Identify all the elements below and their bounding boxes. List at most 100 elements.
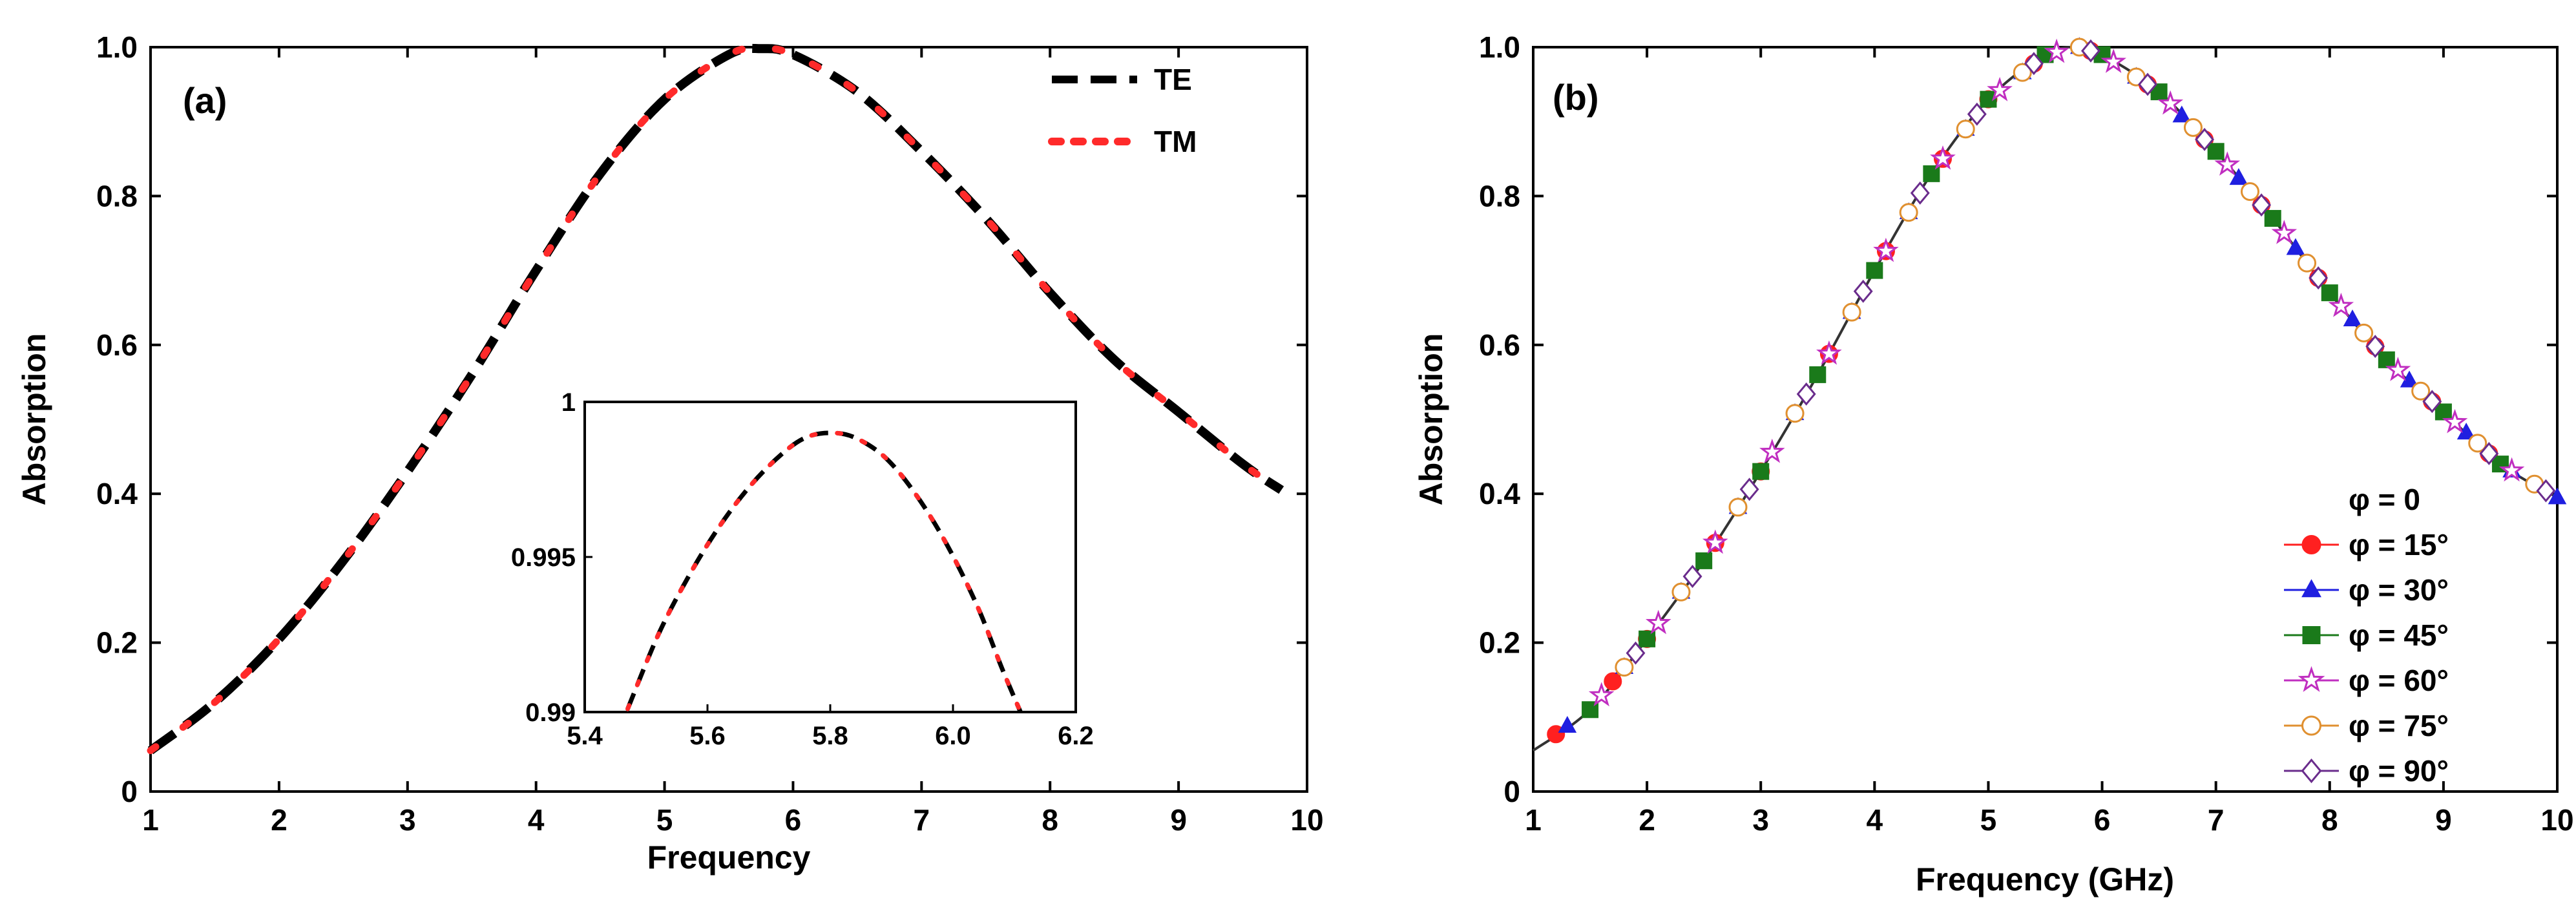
panel-b-marker-series-3 — [2264, 209, 2281, 227]
panel-b-marker-series-4 — [1588, 682, 1615, 707]
panel-b-x-tick-label: 7 — [2208, 803, 2225, 837]
panel-b-marker-series-2 — [2343, 310, 2362, 327]
panel-b-marker-series-5 — [2298, 253, 2317, 273]
panel-b-marker-series-2 — [2286, 238, 2305, 255]
inset-plot-frame — [583, 401, 1077, 713]
panel-b-y-tick-label: 0.4 — [1479, 477, 1520, 510]
panel-b-marker-series-4 — [2498, 457, 2525, 482]
panel-b-marker-series-6 — [1626, 641, 1646, 665]
panel-a-x-tick-label: 8 — [1042, 803, 1058, 837]
panel-b-marker-series-5 — [1785, 404, 1805, 423]
panel-a-x-tick-label: 4 — [528, 803, 545, 837]
panel-a: 1 2 3 4 5 6 7 8 9 10 0 0.2 0.4 0.6 0.8 1.0 (a) Frequenc… — [16, 30, 1324, 876]
panel-a-label: (a) — [183, 80, 227, 121]
panel-b-marker-series-5 — [1899, 203, 1918, 222]
panel-a-y-tick-label: 0.2 — [96, 626, 138, 660]
panel-b-marker-series-5 — [1842, 302, 1861, 322]
panel-b-marker-series-6 — [1853, 279, 1873, 303]
panel-b-marker-series-4 — [2442, 408, 2468, 434]
panel-a-y-tick-label: 0.6 — [96, 328, 138, 362]
panel-b-marker-series-3 — [1695, 552, 1713, 569]
inset-series — [625, 430, 1023, 715]
legend-b-swatch-marker-3 — [2302, 626, 2321, 644]
legend-b-label-4: φ = 60° — [2349, 664, 2449, 697]
legend-b-label-5: φ = 75° — [2349, 709, 2449, 742]
panel-b-marker-series-3 — [1809, 366, 1827, 383]
panel-b-marker-series-5 — [1956, 120, 1975, 139]
panel-b-series — [1532, 37, 2567, 752]
panel-b-marker-series-2 — [2172, 105, 2192, 123]
panel-b-marker-series-4 — [1645, 609, 1671, 635]
panel-b-marker-series-4 — [1873, 237, 1899, 262]
panel-b-marker-series-4 — [2328, 293, 2354, 317]
panel-b-x-tick-label: 10 — [2540, 803, 2573, 837]
panel-b-y-tick-label: 0.6 — [1479, 328, 1520, 362]
panel-b-x-tick-label: 4 — [1867, 803, 1883, 837]
panel-b-marker-series-1 — [1604, 672, 1622, 691]
panel-a-y-tick-label: 0 — [121, 775, 138, 808]
panel-b-marker-series-5 — [2411, 381, 2431, 401]
inset-y-tick-label: 1 — [561, 388, 576, 417]
panel-b-x-tick-label: 3 — [1752, 803, 1769, 837]
panel-b-marker-series-6 — [2080, 39, 2100, 63]
panel-b-marker-series-2 — [2229, 168, 2248, 185]
legend-b-swatch-marker-6 — [2301, 758, 2322, 784]
panel-b-marker-series-3 — [1639, 630, 1656, 647]
panel-b-marker-series-4 — [1930, 145, 1956, 170]
inset-x-tick-label: 5.6 — [689, 722, 726, 750]
panel-a-x-tick-label: 10 — [1290, 803, 1323, 837]
panel-a-y-axis-title: Absorption — [16, 333, 52, 506]
panel-b-marker-series-3 — [1752, 463, 1770, 480]
inset-x-tick-label: 6.0 — [935, 722, 971, 750]
legend-b-label-3: φ = 45° — [2349, 618, 2449, 652]
inset-series-te-line — [625, 430, 1023, 713]
panel-b-marker-series-2 — [2548, 487, 2567, 505]
panel-b-marker-series-6 — [2422, 390, 2442, 414]
panel-b-marker-series-5 — [2013, 63, 2032, 82]
panel-b-marker-series-5 — [2183, 118, 2203, 137]
panel-b-marker-series-2 — [2400, 370, 2419, 388]
panel-b-marker-series-6 — [2309, 266, 2329, 290]
panel-a-y-tick-label: 0.8 — [96, 179, 138, 213]
panel-a-ticks: 1 2 3 4 5 6 7 8 9 10 0 0.2 0.4 0.6 0.8 1.0 — [96, 30, 1324, 837]
panel-b-y-tick-label: 0 — [1503, 775, 1520, 808]
legend-b-swatch-marker-5 — [2301, 715, 2321, 736]
panel-b-y-tick-label: 0.2 — [1479, 626, 1520, 660]
legend-b-label-1: φ = 15° — [2349, 528, 2449, 561]
legend-b-label-0: φ = 0 — [2349, 483, 2420, 516]
panel-a-x-tick-label: 5 — [656, 803, 673, 837]
panel-b-y-tick-label: 1.0 — [1479, 30, 1520, 64]
inset-x-tick-label: 5.8 — [812, 722, 848, 750]
panel-b-marker-series-5 — [2354, 323, 2374, 342]
panel-a-x-tick-label: 9 — [1170, 803, 1187, 837]
panel-b-marker-series-5 — [1615, 658, 1634, 677]
panel-b-marker-series-2 — [1558, 716, 1577, 733]
panel-a-series — [147, 43, 1285, 755]
panel-b-marker-series-3 — [2378, 351, 2395, 368]
inset-y-tick-label: 0.995 — [511, 543, 576, 572]
panel-b-x-tick-label: 1 — [1525, 803, 1542, 837]
panel-b-marker-series-4 — [2214, 151, 2241, 176]
panel-b-marker-series-4 — [1702, 529, 1728, 554]
legend-te-label: TE — [1154, 63, 1192, 96]
panel-b-marker-series-6 — [1739, 477, 1759, 501]
legend-b-swatch-marker-4 — [2298, 666, 2325, 692]
panel-b-x-tick-label: 6 — [2094, 803, 2111, 837]
panel-b-ticks: 1 2 3 4 5 6 7 8 9 10 0 0.2 0.4 0.6 0.8 1.0 — [1479, 30, 2574, 837]
panel-b-marker-series-5 — [2468, 434, 2487, 453]
panel-b-x-tick-label: 9 — [2435, 803, 2452, 837]
panel-a-series-te-line — [147, 43, 1284, 755]
panel-b-marker-series-4 — [2271, 220, 2298, 244]
panel-b-marker-series-4 — [1759, 438, 1785, 463]
panel-b-marker-series-6 — [2138, 72, 2157, 96]
legend-b-label-6: φ = 90° — [2349, 754, 2449, 788]
panel-b-marker-series-3 — [2207, 143, 2225, 160]
panel-b-marker-series-4 — [1816, 340, 1842, 365]
panel-a-x-tick-label: 6 — [785, 803, 802, 837]
panel-b-marker-series-4 — [2385, 357, 2411, 381]
panel-a-y-tick-label: 0.4 — [96, 477, 138, 510]
panel-b-x-tick-label: 5 — [1980, 803, 1997, 837]
panel-a-x-tick-label: 1 — [142, 803, 159, 837]
panel-b-label: (b) — [1553, 77, 1599, 118]
panel-b-y-tick-label: 0.8 — [1479, 179, 1520, 213]
